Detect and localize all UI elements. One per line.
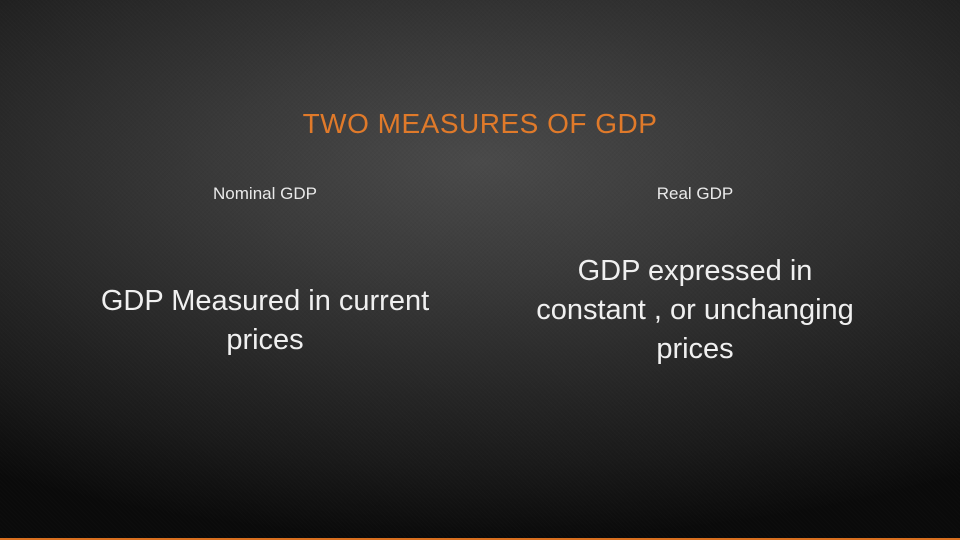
nominal-heading: Nominal GDP	[213, 184, 317, 204]
real-body: GDP expressed in constant , or unchangin…	[525, 252, 865, 369]
nominal-body: GDP Measured in current prices	[95, 282, 435, 360]
column-nominal: Nominal GDP GDP Measured in current pric…	[60, 184, 480, 369]
column-real: Real GDP GDP expressed in constant , or …	[480, 184, 900, 369]
real-heading: Real GDP	[657, 184, 734, 204]
slide-title: TWO MEASURES OF GDP	[0, 108, 960, 140]
slide: TWO MEASURES OF GDP Nominal GDP GDP Meas…	[0, 0, 960, 540]
columns-container: Nominal GDP GDP Measured in current pric…	[0, 184, 960, 369]
